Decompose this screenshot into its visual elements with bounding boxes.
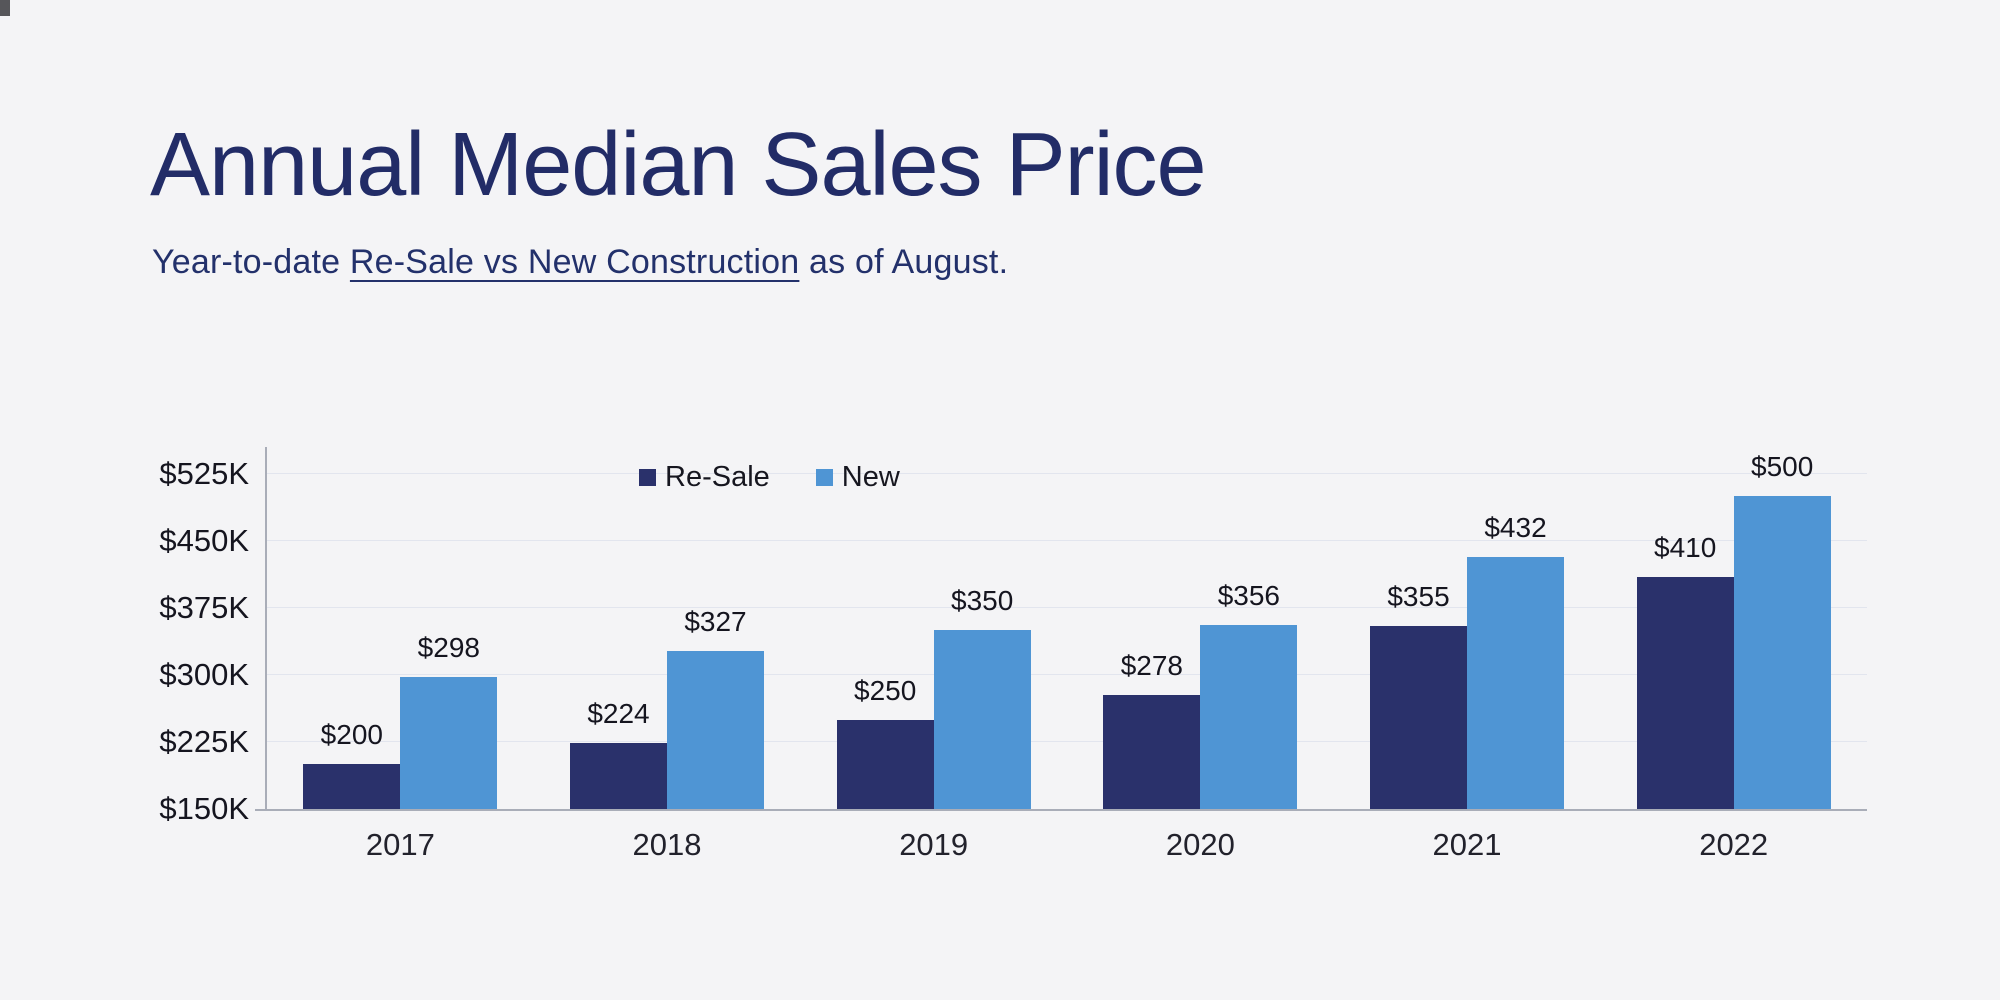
subtitle-underlined-phrase: Re-Sale vs New Construction [349,242,800,281]
gridline [267,607,1867,608]
bar-resale-2017 [303,764,401,809]
y-axis-tick-label: $375K [159,590,249,625]
bar-chart: Re-Sale New $150K $225K $300K $375K $450K $525… [159,447,1867,887]
bar-groups: $200 $298 2017 $224 $327 2018 $250 $350 2019 $278… [267,447,1867,862]
x-axis-label: 2022 [1699,827,1769,862]
bar-wrap: $327 [667,606,764,809]
x-axis-label: 2020 [1165,827,1235,862]
legend: Re-Sale New [639,461,900,494]
bar-wrap: $500 [1733,451,1831,809]
bar-value-label: $350 [951,585,1014,617]
bar-resale-2021 [1370,625,1468,809]
plot-area: Re-Sale New $150K $225K $300K $375K $450K $525… [159,447,1867,862]
bar-wrap: $410 [1636,531,1734,809]
bar-group-2020: $278 $356 2020 [1067,447,1334,862]
bar-wrap: $350 [933,585,1031,809]
gridline [267,473,1867,474]
legend-item-resale: Re-Sale [639,461,770,494]
bar-group-2017: $200 $298 2017 [267,447,534,862]
bar-value-label: $250 [854,674,917,706]
legend-label: Re-Sale [665,461,770,493]
legend-swatch [639,469,656,486]
x-axis-label: 2017 [365,827,435,862]
x-axis-label: 2019 [899,827,969,862]
subtitle-suffix: as of August. [799,242,1009,281]
bar-value-label: $327 [684,605,747,637]
page-title: Annual Median Sales Price [150,115,1207,215]
bar-value-label: $410 [1654,531,1717,563]
bar-resale-2019 [836,719,934,809]
bar-new-2018 [667,650,764,809]
bar-wrap: $224 [570,698,667,809]
bar-value-label: $200 [320,719,383,751]
bar-wrap: $200 [303,719,401,809]
bar-group-2018: $224 $327 2018 [534,447,801,862]
x-axis-label: 2018 [632,827,702,862]
gridline [267,540,1867,541]
bar-resale-2018 [570,742,667,809]
subtitle-prefix: Year-to-date [152,242,350,281]
x-axis-label: 2021 [1432,827,1502,862]
bar-value-label: $356 [1217,579,1280,611]
bar-wrap: $250 [836,674,934,809]
bar-resale-2022 [1636,576,1734,809]
chart-header: Annual Median Sales Price Year-to-date R… [150,115,1207,282]
bar-group-2022: $410 $500 2022 [1600,447,1867,862]
bar-resale-2020 [1103,694,1201,809]
bar-value-label: $500 [1751,451,1814,483]
y-axis-tick-label: $450K [159,523,249,558]
bar-new-2020 [1200,624,1298,809]
bar-new-2021 [1467,557,1565,809]
bar-value-label: $432 [1484,512,1547,544]
bar-group-2019: $250 $350 2019 [800,447,1067,862]
chart-subtitle: Year-to-date Re-Sale vs New Construction… [152,243,1206,282]
bar-wrap: $355 [1370,580,1468,809]
y-axis-tick-label: $150K [159,791,249,826]
legend-swatch [815,469,833,486]
bar-group-2021: $355 $432 2021 [1334,447,1601,862]
bar-new-2022 [1733,496,1831,809]
y-axis-tick-label: $525K [159,456,249,491]
screen-corner-artifact [0,0,10,16]
bar-new-2019 [933,630,1031,809]
legend-label: New [841,461,900,493]
gridline [267,674,1867,675]
y-axis-tick-label: $300K [159,657,249,692]
bar-value-label: $224 [587,697,650,729]
bar-new-2017 [400,676,498,809]
gridline [267,741,1867,742]
bar-wrap: $432 [1467,512,1565,809]
bar-value-label: $298 [417,631,480,663]
bar-wrap: $356 [1200,579,1298,809]
bar-wrap: $278 [1103,649,1201,809]
bar-value-label: $278 [1120,649,1183,681]
legend-item-new: New [815,461,900,494]
bar-value-label: $355 [1387,580,1450,612]
bar-wrap: $298 [400,631,498,809]
y-axis-tick-label: $225K [159,724,249,759]
